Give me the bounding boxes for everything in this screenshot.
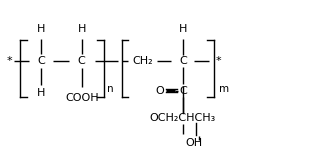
Text: H: H: [37, 88, 45, 98]
Text: m: m: [219, 84, 229, 94]
Text: CH₂: CH₂: [132, 56, 153, 66]
Text: C: C: [37, 56, 45, 66]
Text: H: H: [37, 24, 45, 34]
Text: n: n: [107, 84, 113, 94]
Text: OH: OH: [185, 138, 203, 148]
Text: H: H: [78, 24, 86, 34]
Text: O: O: [155, 86, 164, 96]
Text: H: H: [179, 24, 187, 34]
Text: C: C: [78, 56, 85, 66]
Text: OCH₂CHCH₃: OCH₂CHCH₃: [150, 113, 216, 123]
Text: C: C: [179, 56, 187, 66]
Text: COOH: COOH: [65, 93, 99, 103]
Text: *: *: [216, 56, 222, 66]
Text: C: C: [179, 86, 187, 96]
Text: *: *: [7, 56, 12, 66]
